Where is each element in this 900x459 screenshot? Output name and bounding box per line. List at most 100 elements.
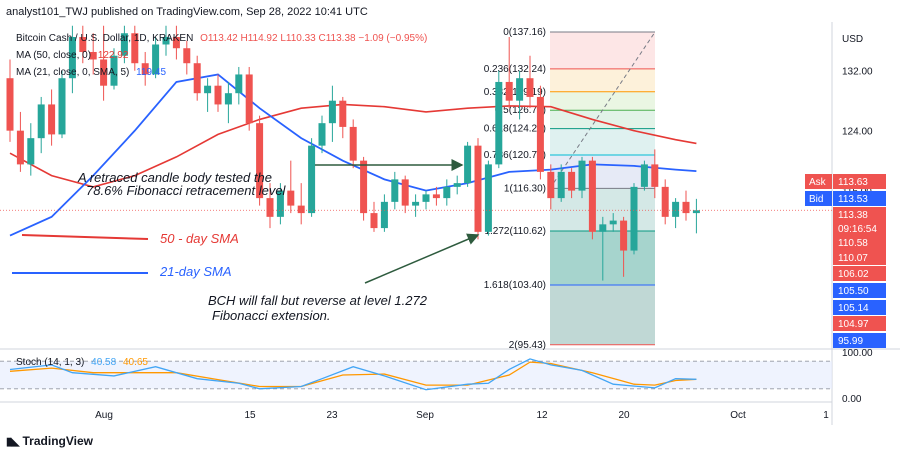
candle-body xyxy=(547,171,555,199)
candle-body xyxy=(339,100,347,127)
candle-body xyxy=(516,78,524,101)
candle-body xyxy=(557,171,565,199)
ma21-value: 119.45 xyxy=(136,67,166,78)
price-label-bg xyxy=(833,221,886,236)
stoch-k-line xyxy=(9,358,697,391)
price-label-bg xyxy=(833,235,886,250)
fib-level-label: 0(137.16) xyxy=(503,27,546,38)
tradingview-brand[interactable]: ▮◣ TradingView xyxy=(6,434,93,448)
stoch-legend: Stoch (14, 1, 3) 40.58 40.65 xyxy=(16,357,148,368)
candle-body xyxy=(640,164,648,187)
candle-body xyxy=(287,190,295,206)
time-axis-tick: 12 xyxy=(536,410,548,421)
price-label-prefix-bg xyxy=(805,191,832,206)
price-label-value: 105.50 xyxy=(838,286,869,297)
candle-body xyxy=(630,186,638,251)
fib-zone xyxy=(550,285,655,345)
price-label-value: 105.14 xyxy=(838,303,869,314)
price-label-bg xyxy=(833,207,886,222)
stoch-axis-tick: 0.00 xyxy=(842,394,862,405)
price-label-bg xyxy=(833,333,886,348)
candle-body xyxy=(308,145,316,214)
candle-body xyxy=(578,160,586,191)
time-axis-tick: 15 xyxy=(244,410,256,421)
annotation-text: 78.6% Fibonacci retracement level xyxy=(86,183,287,198)
fib-level-label: 0.618(124.27) xyxy=(484,124,546,135)
candle-body xyxy=(505,81,513,101)
candle-body xyxy=(204,85,212,94)
candle-body xyxy=(620,220,628,251)
ma50-value: 122.92 xyxy=(97,50,129,61)
candle-body xyxy=(588,160,596,232)
candle-body xyxy=(193,63,201,94)
candle-body xyxy=(120,33,128,56)
price-label-bg xyxy=(833,191,886,206)
candle-body xyxy=(318,123,326,146)
candle-body xyxy=(37,104,45,139)
candle-body xyxy=(599,224,607,232)
fib-trend-line xyxy=(549,31,656,189)
candle-body xyxy=(328,100,336,124)
fib-level-label: 0.236(132.24) xyxy=(484,64,546,75)
candle-body xyxy=(266,198,274,217)
annotation-text: Fibonacci extension. xyxy=(212,308,331,323)
symbol-line: Bitcoin Cash / U.S. Dollar, 1D, KRAKEN xyxy=(16,33,194,44)
candle-body xyxy=(682,201,690,214)
fib-zone xyxy=(550,128,655,155)
price-label-value: 09:16:54 xyxy=(838,224,877,235)
candle-body xyxy=(370,213,378,229)
price-label-value: 113.53 xyxy=(838,194,868,205)
fib-level-label: 0.786(120.76) xyxy=(484,150,546,161)
candle-body xyxy=(672,201,680,217)
time-axis-tick: 1 xyxy=(823,410,829,421)
stoch-d-value: 40.65 xyxy=(122,357,148,368)
candle-body xyxy=(235,74,243,94)
time-axis-tick: Aug xyxy=(95,410,113,421)
candle-body xyxy=(609,220,617,225)
candle-body xyxy=(380,201,388,229)
ma50-label: MA (50, close, 0) xyxy=(16,50,92,61)
price-axis-unit: USD xyxy=(842,34,863,45)
candle-body xyxy=(162,36,170,45)
annotation-arrow xyxy=(364,233,480,284)
price-label-value: 110.58 xyxy=(838,238,868,249)
fib-zone xyxy=(550,91,655,111)
stoch-d-line xyxy=(9,361,697,388)
fib-level-label: 1.618(103.40) xyxy=(484,280,546,291)
candle-body xyxy=(422,194,430,202)
ma50-legend: MA (50, close, 0) 122.92 xyxy=(16,50,128,61)
candle-body xyxy=(172,36,180,49)
candle-body xyxy=(68,36,76,79)
price-label-value: 104.97 xyxy=(838,319,869,330)
price-axis-tick: 124.00 xyxy=(842,127,873,138)
candle-body xyxy=(360,160,368,214)
fib-zone xyxy=(550,32,655,69)
fib-level-label: 2(95.43) xyxy=(509,340,546,351)
time-axis-tick: Sep xyxy=(416,410,434,421)
ohlc-values: O113.42 H114.92 L110.33 C113.38 −1.09 (−… xyxy=(200,33,428,44)
candle-body xyxy=(245,74,253,124)
publish-line: analyst101_TWJ published on TradingView.… xyxy=(6,6,368,18)
candle-body xyxy=(214,85,222,105)
annotation-text: 21-day SMA xyxy=(159,264,232,279)
annotation-text: 50 - day SMA xyxy=(160,231,239,246)
candle-body xyxy=(526,78,534,97)
price-axis-tick: 132.00 xyxy=(842,67,873,78)
candle-body xyxy=(152,44,160,75)
candle-body xyxy=(401,179,409,206)
fib-level-label: 1(116.30) xyxy=(504,183,546,194)
candle-body xyxy=(661,186,669,217)
price-label-value: 106.02 xyxy=(838,269,869,280)
price-label-bg xyxy=(833,266,886,281)
stoch-k-value: 40.58 xyxy=(91,357,117,368)
price-label-value: 113.38 xyxy=(838,210,868,221)
candle-body xyxy=(48,104,56,135)
candle-body xyxy=(110,55,118,86)
candle-body xyxy=(58,78,66,135)
candle-body xyxy=(391,179,399,202)
candle-body xyxy=(183,48,191,64)
candle-body xyxy=(224,93,232,105)
brand-text: TradingView xyxy=(22,434,93,448)
time-axis-tick: 23 xyxy=(326,410,338,421)
